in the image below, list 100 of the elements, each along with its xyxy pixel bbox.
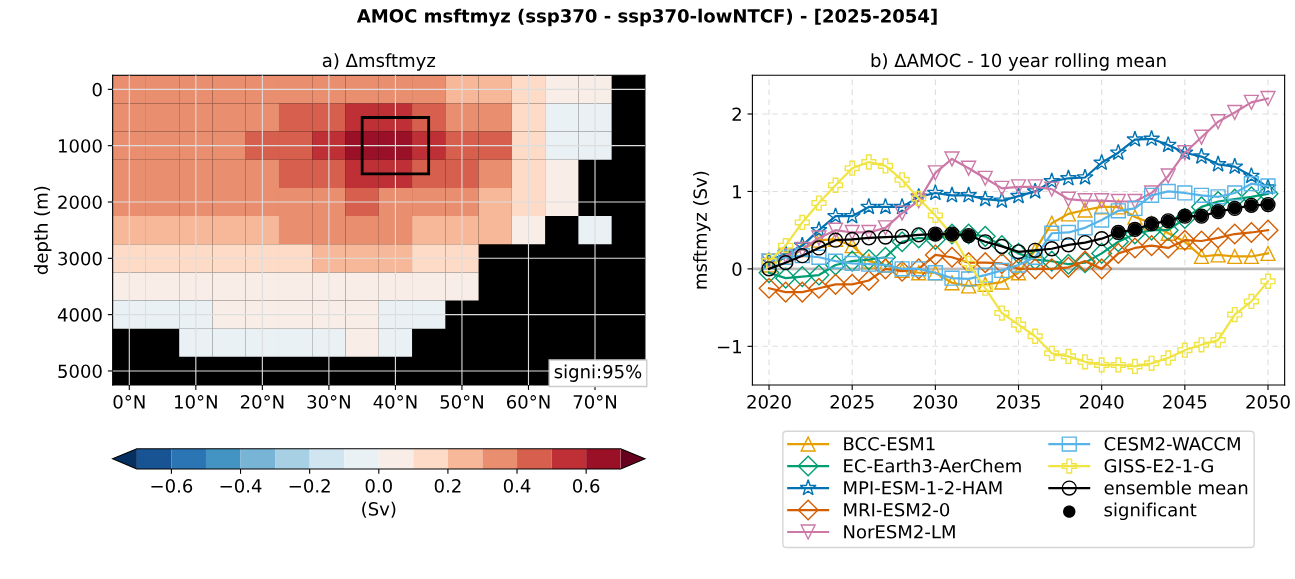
- point: [1094, 231, 1110, 247]
- y-tick-label: 1000: [58, 139, 102, 153]
- x-tick-label: 30°N: [307, 395, 350, 409]
- point: [1127, 358, 1143, 375]
- point: [827, 222, 844, 238]
- point: [1044, 215, 1060, 231]
- y-tick-label: 5000: [58, 364, 102, 379]
- point: [811, 195, 827, 211]
- point: [1242, 166, 1260, 184]
- y-axis-title: msftmyz (Sv): [693, 171, 711, 289]
- point: [1224, 223, 1246, 245]
- point: [1142, 129, 1161, 147]
- point: [977, 276, 993, 293]
- color-bar-label: 0.0: [365, 479, 392, 493]
- point: [1107, 242, 1129, 264]
- point: [778, 238, 794, 254]
- point: [1143, 355, 1160, 371]
- point: [860, 197, 878, 215]
- point: [1041, 258, 1063, 280]
- point: [894, 172, 910, 188]
- color-bar-label: −0.2: [289, 479, 330, 493]
- point: [893, 197, 911, 215]
- point: [1027, 179, 1043, 195]
- color-bar-label: −0.6: [151, 479, 193, 493]
- point: [1127, 193, 1143, 210]
- legend-label: CESM2-WACCM: [1104, 436, 1240, 451]
- point: [1041, 250, 1063, 272]
- point: [844, 238, 860, 254]
- point: [877, 158, 894, 174]
- point: [1243, 293, 1260, 310]
- point: [877, 229, 894, 245]
- legend-label: MPI-ESM-1-2-HAM: [844, 480, 1002, 495]
- point: [810, 221, 828, 238]
- y-tick-label: 0: [732, 262, 742, 276]
- point: [1027, 328, 1043, 344]
- point: [1010, 257, 1027, 273]
- legend-label: MRI-ESM2-0: [844, 502, 950, 517]
- point: [991, 252, 1013, 274]
- point: [960, 271, 977, 287]
- color-bar-label: −0.4: [220, 479, 262, 493]
- color-bar-label: 0.6: [572, 479, 600, 493]
- point: [811, 249, 827, 265]
- point: [993, 191, 1011, 209]
- point: [861, 224, 877, 241]
- point: [876, 197, 895, 215]
- point: [1243, 94, 1260, 111]
- point: [778, 255, 794, 271]
- point: [1094, 193, 1110, 209]
- point: [1127, 209, 1143, 225]
- point: [1127, 200, 1143, 217]
- point: [1210, 114, 1226, 130]
- point: [1209, 155, 1227, 172]
- point: [841, 250, 863, 272]
- point: [926, 183, 944, 201]
- point: [874, 246, 896, 268]
- point: [1240, 221, 1262, 243]
- point: [825, 273, 847, 295]
- point: [858, 269, 880, 292]
- point: [959, 186, 978, 203]
- point: [1077, 354, 1093, 370]
- point: [1091, 258, 1113, 280]
- point: [1077, 234, 1093, 251]
- point: [1227, 248, 1243, 265]
- x-tick-label: 70°N: [573, 395, 616, 409]
- point: [791, 281, 813, 303]
- point: [861, 154, 877, 170]
- point: [994, 180, 1010, 196]
- point: [1060, 237, 1077, 253]
- point: [1044, 181, 1060, 197]
- point: [1192, 147, 1211, 165]
- point: [758, 262, 780, 284]
- legend-label: ensemble mean: [1104, 480, 1248, 495]
- color-bar-label: 0.2: [434, 479, 461, 493]
- point: [758, 277, 780, 299]
- point: [1190, 230, 1212, 252]
- point: [1009, 187, 1028, 204]
- point: [944, 275, 960, 291]
- point: [960, 160, 977, 176]
- point: [927, 207, 943, 224]
- point: [1044, 241, 1060, 257]
- point: [775, 281, 797, 303]
- point: [1060, 191, 1077, 207]
- point: [1060, 206, 1077, 222]
- point: [974, 252, 996, 274]
- legend-label: GISS-E2-1-G: [1104, 458, 1213, 473]
- point: [1094, 212, 1110, 228]
- point: [894, 205, 910, 221]
- point: [1193, 129, 1210, 145]
- point: [1093, 153, 1111, 171]
- y-tick-label: 4000: [57, 308, 102, 322]
- point: [1260, 273, 1276, 289]
- x-tick-label: 2045: [1163, 395, 1207, 409]
- point: [1260, 90, 1276, 107]
- x-tick-label: 2020: [747, 395, 791, 409]
- point: [977, 267, 993, 283]
- point: [1257, 219, 1279, 241]
- point: [1227, 306, 1243, 323]
- point: [1157, 237, 1179, 259]
- y-tick-label: 1: [733, 185, 742, 199]
- point: [1124, 237, 1146, 259]
